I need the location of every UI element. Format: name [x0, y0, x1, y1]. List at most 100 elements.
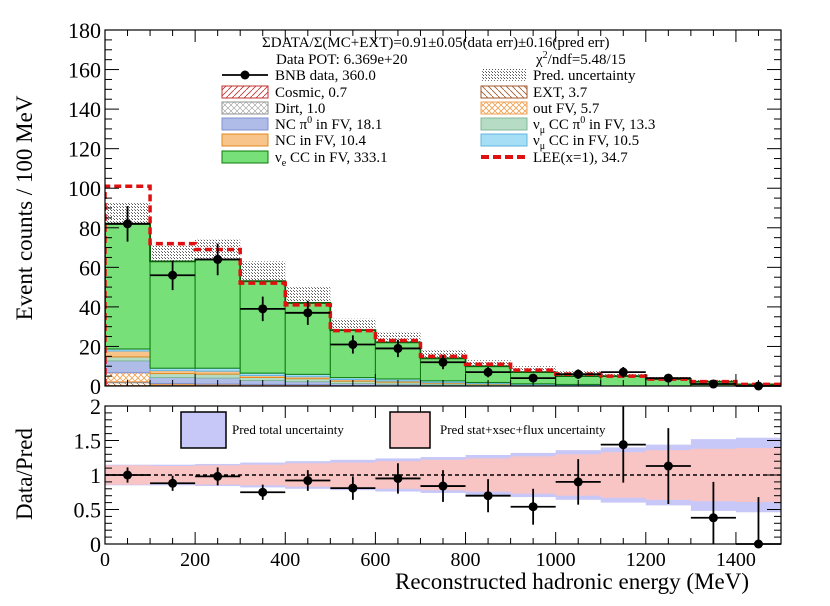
top-y-tick-label: 80 — [79, 216, 101, 241]
stack-bar-numupi0 — [105, 356, 151, 362]
legend-label-cosmic: Cosmic, 0.7 — [275, 85, 348, 101]
legend-swatch-unc — [481, 69, 527, 81]
data-point — [393, 343, 403, 353]
legend-marker-data-dot — [240, 70, 250, 80]
legend-label-outfv: out FV, 5.7 — [533, 101, 600, 117]
data-point — [123, 219, 133, 229]
legend-label-nue: νe CC in FV, 333.1 — [275, 150, 388, 169]
data-point — [213, 254, 223, 264]
ratio-summary: ΣDATA/Σ(MC+EXT)=0.91±0.05(data err)±0.16… — [262, 35, 609, 51]
legend-swatch-ncpi0 — [221, 117, 269, 131]
legend-swatch-nue — [221, 150, 269, 164]
ratio-point — [123, 470, 133, 480]
legend-label-numupi0: νμ CC π0 in FV, 13.3 — [533, 115, 655, 136]
x-tick-label: 400 — [270, 549, 300, 571]
uncertainty-band-bin — [510, 366, 556, 375]
x-tick-label: 200 — [180, 549, 210, 571]
stack-total-outline — [105, 222, 781, 386]
data-point — [528, 373, 538, 383]
x-tick-label: 600 — [360, 549, 390, 571]
bottom-y-tick-label: 2 — [90, 394, 101, 419]
bottom-y-tick-label: 0 — [90, 532, 101, 557]
bottom-y-tick-label: 1.5 — [74, 429, 102, 454]
top-y-tick-label: 180 — [68, 18, 101, 43]
legend-swatch-cosmic — [221, 85, 269, 99]
stack-bar-nue — [194, 258, 241, 369]
legend-swatch-numupi0 — [480, 117, 528, 131]
ratio-point — [483, 491, 493, 501]
data-point — [303, 308, 313, 318]
ratio-stat-band-bin — [150, 466, 196, 484]
legend-swatch-ext — [480, 85, 528, 99]
legend-swatch-dirt — [221, 101, 269, 115]
data-point — [663, 373, 673, 383]
legend-label-unc: Pred. uncertainty — [533, 68, 636, 84]
bottom-axes: 0 0.5 1 1.5 2 0 200 400 600 800 1000 1200 1400 — [74, 394, 782, 571]
ratio-point — [348, 483, 358, 493]
data-point — [168, 270, 178, 280]
stack-bar-nue — [105, 223, 151, 350]
stack-bar-nue — [239, 280, 286, 374]
legend-label-lee: LEE(x=1), 34.7 — [533, 150, 628, 166]
top-y-axis-label: Event counts / 100 MeV — [12, 95, 37, 320]
bottom-y-tick-label: 0.5 — [74, 498, 102, 523]
top-y-tick-label: 40 — [79, 295, 101, 320]
bottom-y-tick-label: 1 — [90, 463, 101, 488]
legend-label-ncpi0: NC π0 in FV, 18.1 — [275, 115, 382, 133]
ratio-legend-swatch-total — [180, 411, 227, 449]
ratio-point — [213, 471, 223, 481]
ratio-point — [663, 461, 673, 471]
lee-line — [105, 184, 781, 386]
ratio-point — [573, 477, 583, 487]
bottom-y-axis-label: Data/Pred — [12, 428, 37, 520]
top-y-tick-label: 100 — [68, 176, 101, 201]
ratio-legend-label-stat: Pred stat+xsec+flux uncertainty — [440, 422, 606, 437]
legend-label-numu: νμ CC in FV, 10.5 — [533, 133, 639, 152]
ratio-point — [258, 487, 268, 497]
data-point — [348, 339, 358, 349]
ratio-point — [438, 481, 448, 491]
data-point — [258, 304, 268, 314]
lee-layer — [105, 184, 781, 386]
legend-swatch-numu — [480, 133, 528, 147]
top-panel: 0 20 40 60 80 100 120 140 160 180 Event counts / … — [12, 18, 782, 399]
chi2-ndf: χ2/ndf=5.48/15 — [535, 50, 626, 68]
top-y-tick-label: 160 — [68, 58, 101, 83]
data-point — [618, 367, 628, 377]
top-y-tick-label: 120 — [68, 137, 101, 162]
ratio-point — [618, 440, 628, 450]
ratio-point — [393, 473, 403, 483]
ratio-point — [303, 476, 313, 486]
bottom-panel: 0 0.5 1 1.5 2 0 200 400 600 800 1000 1200 1400 Data/… — [12, 394, 782, 594]
top-y-tick-label: 20 — [79, 334, 101, 359]
stack-bar-ncpi0 — [105, 360, 151, 374]
legend-label-dirt: Dirt, 1.0 — [275, 101, 325, 117]
stack-bar-numupi0 — [194, 373, 241, 379]
x-tick-label: 800 — [451, 549, 481, 571]
top-y-tick-label: 140 — [68, 97, 101, 122]
legend-label-ext: EXT, 3.7 — [533, 85, 588, 101]
x-tick-label: 1200 — [626, 549, 666, 571]
ratio-legend-label-total: Pred total uncertainty — [232, 422, 344, 437]
legend-label-data: BNB data, 360.0 — [275, 68, 376, 84]
top-y-tick-label: 60 — [79, 255, 101, 280]
x-tick-label: 1000 — [536, 549, 576, 571]
data-point — [483, 367, 493, 377]
legend-swatch-outfv — [480, 101, 528, 115]
stack-bar-numupi0 — [149, 373, 196, 378]
x-tick-label: 0 — [100, 549, 110, 571]
x-axis-label: Reconstructed hadronic energy (MeV) — [395, 569, 749, 594]
top-y-tick-label: 0 — [90, 374, 101, 399]
ratio-point — [168, 478, 178, 488]
ratio-legend: Pred total uncertainty Pred stat+xsec+flu… — [180, 411, 606, 449]
top-axes: 0 20 40 60 80 100 120 140 160 180 — [68, 18, 782, 399]
legend-swatch-nc — [221, 133, 269, 147]
ratio-point — [708, 513, 718, 523]
data-point — [573, 369, 583, 379]
data-point — [438, 357, 448, 367]
ratio-point — [528, 502, 538, 512]
x-tick-label: 1400 — [716, 549, 756, 571]
data-pot: Data POT: 6.369e+20 — [276, 52, 407, 68]
legend: BNB data, 360.0 Pred. uncertainty Cosmic, … — [221, 68, 655, 169]
